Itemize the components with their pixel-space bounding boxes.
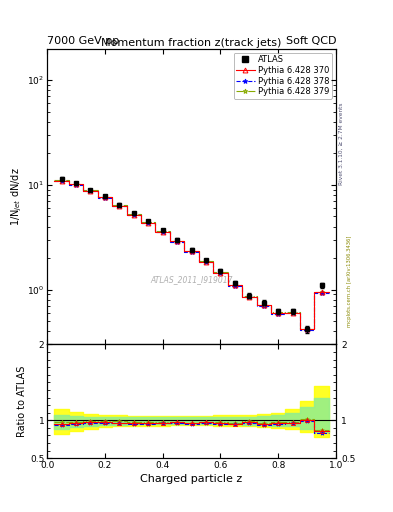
Y-axis label: Ratio to ATLAS: Ratio to ATLAS bbox=[17, 366, 27, 437]
Text: ATLAS_2011_I919017: ATLAS_2011_I919017 bbox=[151, 275, 233, 284]
X-axis label: Charged particle z: Charged particle z bbox=[140, 474, 243, 484]
Text: Soft QCD: Soft QCD bbox=[286, 36, 336, 46]
Title: Momentum fraction z(track jets): Momentum fraction z(track jets) bbox=[101, 38, 282, 48]
Text: 7000 GeV pp: 7000 GeV pp bbox=[47, 36, 119, 46]
Y-axis label: 1/N$_{jet}$ dN/dz: 1/N$_{jet}$ dN/dz bbox=[10, 167, 24, 226]
Text: mcplots.cern.ch [arXiv:1306.3436]: mcplots.cern.ch [arXiv:1306.3436] bbox=[347, 236, 352, 327]
Legend: ATLAS, Pythia 6.428 370, Pythia 6.428 378, Pythia 6.428 379: ATLAS, Pythia 6.428 370, Pythia 6.428 37… bbox=[234, 53, 332, 99]
Text: Rivet 3.1.10, ≥ 2.7M events: Rivet 3.1.10, ≥ 2.7M events bbox=[339, 102, 344, 185]
